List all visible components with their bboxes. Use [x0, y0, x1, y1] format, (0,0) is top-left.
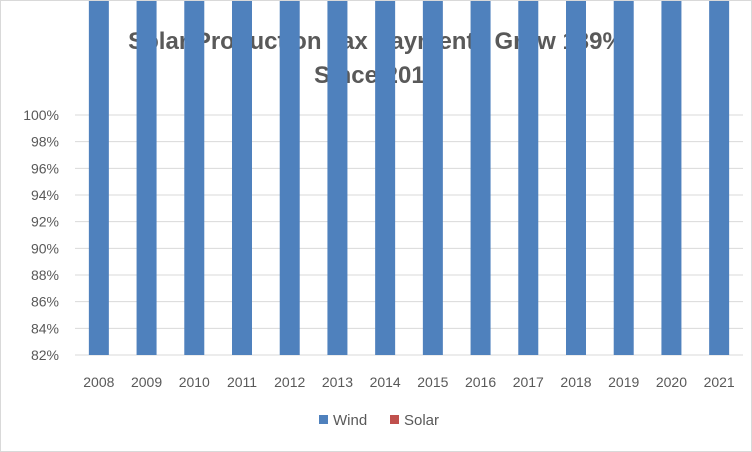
bar-wind-2021: [709, 1, 730, 355]
legend-swatch-wind: [319, 415, 328, 424]
legend-swatch-solar: [390, 415, 399, 424]
x-tick-label: 2019: [608, 374, 639, 390]
x-tick-label: 2021: [704, 374, 735, 390]
bar-wind-2009: [136, 1, 157, 356]
x-tick-label: 2018: [560, 374, 591, 390]
y-tick-label: 96%: [31, 160, 59, 176]
x-tick-label: 2012: [274, 374, 305, 390]
y-tick-label: 86%: [31, 294, 59, 310]
bar-wind-2011: [232, 1, 252, 356]
x-tick-label: 2008: [83, 374, 114, 390]
x-tick-label: 2009: [131, 374, 162, 390]
y-tick-label: 100%: [23, 107, 59, 123]
x-tick-label: 2017: [513, 374, 544, 390]
x-tick-label: 2014: [370, 374, 401, 390]
bar-wind-2017: [518, 1, 539, 355]
bar-wind-2019: [613, 1, 634, 356]
y-tick-label: 90%: [31, 240, 59, 256]
x-tick-label: 2013: [322, 374, 353, 390]
legend-label-wind: Wind: [333, 412, 367, 429]
bar-wind-2018: [566, 1, 586, 355]
x-tick-label: 2020: [656, 374, 687, 390]
y-tick-label: 84%: [31, 320, 59, 336]
y-tick-label: 82%: [31, 347, 59, 363]
bar-wind-2013: [327, 1, 348, 356]
x-tick-label: 2010: [179, 374, 210, 390]
x-tick-label: 2011: [227, 374, 257, 390]
bar-wind-2015: [422, 1, 443, 356]
y-tick-label: 88%: [31, 267, 59, 283]
bar-wind-2014: [375, 1, 396, 356]
bar-wind-2020: [661, 1, 682, 355]
x-tick-label: 2015: [417, 374, 448, 390]
bar-wind-2016: [470, 1, 491, 356]
bar-wind-2008: [88, 1, 109, 356]
y-tick-label: 94%: [31, 187, 59, 203]
y-tick-label: 92%: [31, 214, 59, 230]
legend-label-solar: Solar: [404, 412, 439, 429]
bar-wind-2010: [184, 1, 205, 356]
y-tick-label: 98%: [31, 134, 59, 150]
bar-wind-2012: [279, 1, 300, 356]
x-tick-label: 2016: [465, 374, 496, 390]
